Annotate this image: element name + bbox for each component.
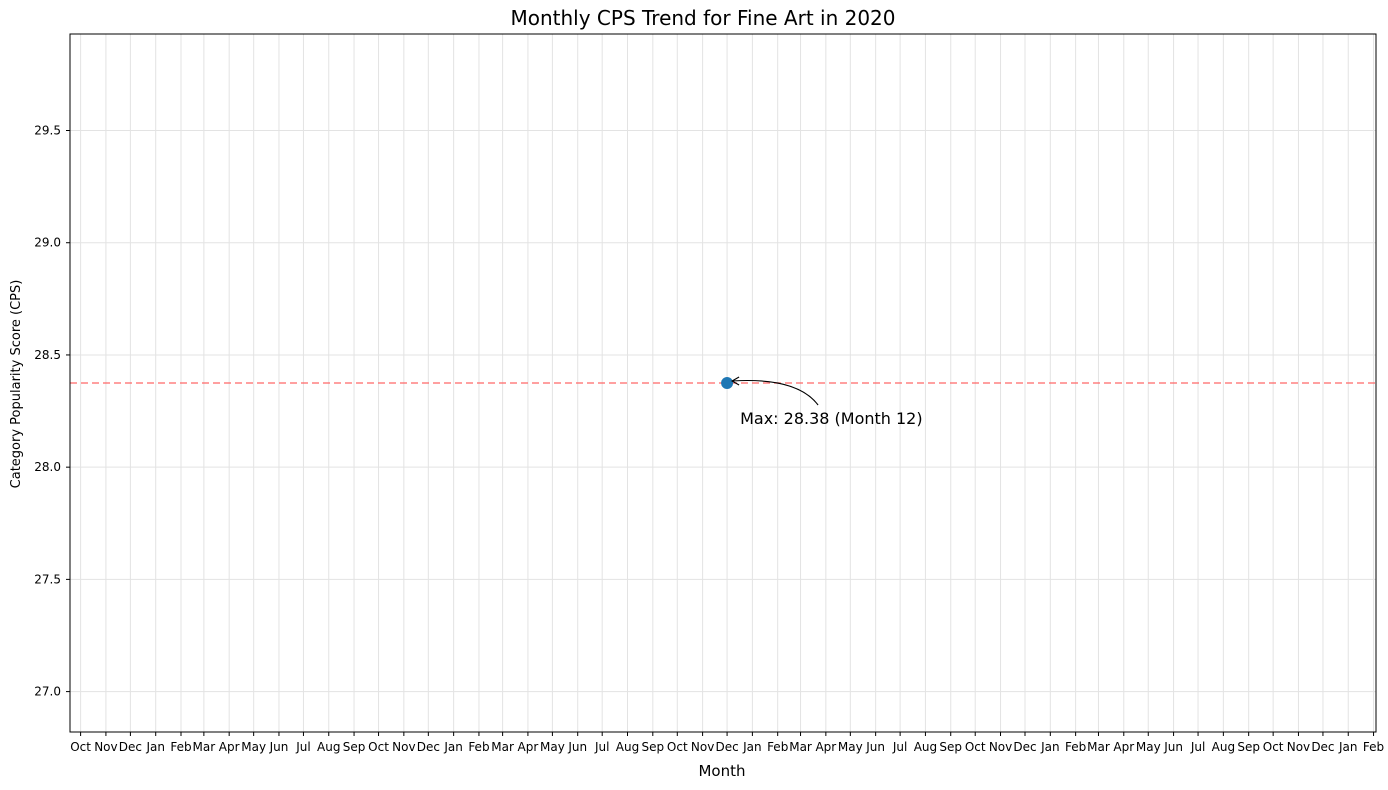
x-axis-ticks: Oct Nov Dec Jan Feb Mar Apr May Jun Jul Aug Sep Oct N…: [70, 732, 1384, 754]
x-tick-label: Aug: [317, 740, 340, 754]
x-tick-label: Nov: [392, 740, 415, 754]
x-tick-label: Feb: [170, 740, 191, 754]
x-tick-label: Feb: [1065, 740, 1086, 754]
x-tick-label: Nov: [1287, 740, 1310, 754]
data-point: [721, 377, 734, 389]
x-tick-label: Apr: [1113, 740, 1134, 754]
x-tick-label: Dec: [417, 740, 440, 754]
x-tick-label: Jul: [594, 740, 609, 754]
x-tick-label: May: [838, 740, 863, 754]
plot-frame: [69, 33, 1377, 733]
x-tick-label: Aug: [1212, 740, 1235, 754]
x-tick-label: Dec: [1013, 740, 1036, 754]
y-tick-label: 29.0: [34, 236, 61, 250]
annotation-label: Max: 28.38 (Month 12): [740, 409, 923, 428]
x-tick-label: Mar: [491, 740, 514, 754]
x-tick-label: Oct: [1263, 740, 1284, 754]
x-tick-label: Aug: [914, 740, 937, 754]
x-tick-label: Aug: [616, 740, 639, 754]
y-tick-label: 28.5: [34, 348, 61, 362]
x-tick-label: Feb: [1363, 740, 1384, 754]
x-tick-label: Oct: [965, 740, 986, 754]
x-tick-label: Jan: [1040, 740, 1060, 754]
annotation-arrow: [732, 379, 819, 406]
x-tick-label: Dec: [1311, 740, 1334, 754]
x-tick-label: Jan: [145, 740, 165, 754]
x-tick-label: Nov: [691, 740, 714, 754]
x-tick-label: Dec: [119, 740, 142, 754]
x-tick-label: Mar: [789, 740, 812, 754]
data-points: [721, 377, 734, 389]
y-axis-label: Category Popularity Score (CPS): [9, 280, 24, 489]
x-tick-label: Apr: [219, 740, 240, 754]
x-tick-label: Oct: [667, 740, 688, 754]
x-tick-label: Nov: [94, 740, 117, 754]
x-tick-label: Jun: [1163, 740, 1183, 754]
annotation-group: Max: 28.38 (Month 12): [730, 376, 923, 428]
x-tick-label: Jan: [443, 740, 463, 754]
x-tick-label: Jul: [1190, 740, 1205, 754]
x-tick-label: Jan: [742, 740, 762, 754]
x-axis-label: Month: [698, 762, 745, 780]
x-tick-label: Sep: [343, 740, 366, 754]
x-tick-label: Sep: [1237, 740, 1260, 754]
x-tick-label: Mar: [1087, 740, 1110, 754]
y-tick-label: 27.5: [34, 572, 61, 586]
y-tick-label: 29.5: [34, 124, 61, 138]
x-tick-label: Jun: [567, 740, 587, 754]
y-tick-label: 28.0: [34, 460, 61, 474]
x-tick-label: Sep: [939, 740, 962, 754]
x-tick-label: Oct: [368, 740, 389, 754]
x-tick-label: Apr: [518, 740, 539, 754]
x-tick-label: Oct: [70, 740, 91, 754]
x-tick-label: May: [540, 740, 565, 754]
x-tick-label: Jan: [1338, 740, 1358, 754]
x-tick-label: Jun: [865, 740, 885, 754]
y-axis-ticks: 27.0 27.5 28.0 28.5 29.0 29.5: [34, 124, 70, 699]
x-tick-label: Feb: [767, 740, 788, 754]
x-tick-label: May: [241, 740, 266, 754]
x-tick-label: Feb: [468, 740, 489, 754]
x-tick-label: Dec: [715, 740, 738, 754]
x-tick-label: Nov: [989, 740, 1012, 754]
x-tick-label: Jul: [892, 740, 907, 754]
y-tick-label: 27.0: [34, 685, 61, 699]
annotation-arrowhead: [730, 376, 740, 386]
x-tick-label: Jun: [269, 740, 289, 754]
x-tick-label: May: [1136, 740, 1161, 754]
x-tick-label: Mar: [193, 740, 216, 754]
chart-title: Monthly CPS Trend for Fine Art in 2020: [511, 6, 896, 30]
x-tick-label: Apr: [815, 740, 836, 754]
x-tick-label: Jul: [295, 740, 310, 754]
x-tick-label: Sep: [641, 740, 664, 754]
